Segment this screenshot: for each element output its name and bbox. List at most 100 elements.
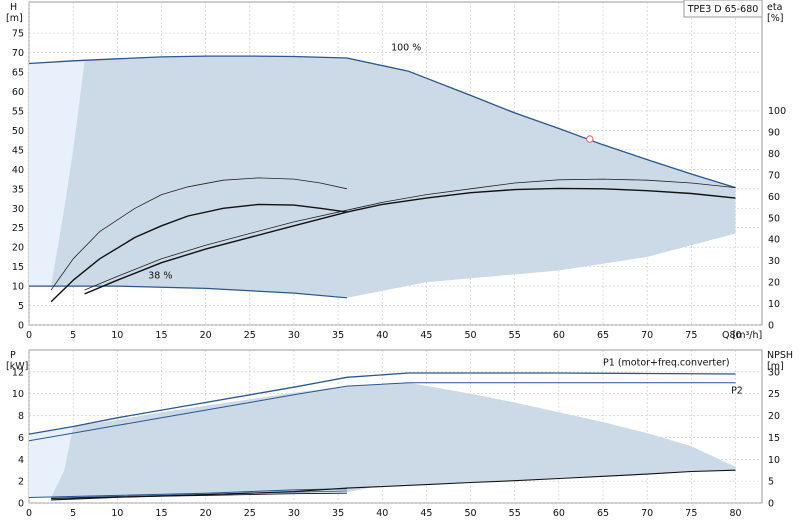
top-left-tick-7: 35 xyxy=(12,184,24,195)
top-right-tick-3: 30 xyxy=(768,256,780,267)
bottom-annotation-1: P2 xyxy=(731,386,743,397)
top-series-2 xyxy=(50,177,347,291)
top-x-tick-12: 60 xyxy=(553,330,565,341)
top-x-tick-4: 20 xyxy=(200,330,212,341)
bottom-x-tick-14: 70 xyxy=(641,508,653,519)
top-left-tick-8: 40 xyxy=(12,165,24,176)
top-left-tick-5: 25 xyxy=(12,223,24,234)
bottom-left-tick-0: 0 xyxy=(18,499,24,510)
top-left-axis-label: H xyxy=(10,2,17,13)
bottom-x-tick-3: 15 xyxy=(155,508,167,519)
bottom-x-tick-0: 0 xyxy=(26,508,32,519)
top-x-axis-label: Q [m³/h] xyxy=(722,330,762,341)
top-left-tick-1: 5 xyxy=(18,301,24,312)
bottom-light-area xyxy=(29,426,74,498)
bottom-right-axis-label: NPSH xyxy=(767,350,793,361)
top-right-tick-0: 0 xyxy=(768,321,774,332)
bottom-x-tick-6: 30 xyxy=(288,508,300,519)
bottom-right-tick-4: 20 xyxy=(768,411,780,422)
bottom-left-tick-6: 12 xyxy=(12,367,24,378)
top-x-tick-15: 75 xyxy=(685,330,697,341)
top-right-tick-2: 20 xyxy=(768,278,780,289)
top-series-0 xyxy=(28,55,736,189)
bottom-operating-area xyxy=(51,382,736,500)
bottom-right-tick-3: 15 xyxy=(768,433,780,444)
top-series-5 xyxy=(84,187,736,295)
top-left-tick-4: 20 xyxy=(12,243,24,254)
top-series-3 xyxy=(50,203,347,303)
top-x-tick-1: 5 xyxy=(70,330,76,341)
bottom-right-tick-6: 30 xyxy=(768,367,780,378)
top-x-tick-3: 15 xyxy=(155,330,167,341)
top-operating-area xyxy=(29,56,736,298)
bottom-left-tick-2: 4 xyxy=(18,455,24,466)
bottom-series-1 xyxy=(28,382,736,442)
bottom-annotation-0: P1 (motor+freq.converter) xyxy=(603,357,730,368)
top-right-tick-8: 80 xyxy=(768,149,780,160)
top-x-tick-8: 40 xyxy=(376,330,388,341)
top-right-tick-7: 70 xyxy=(768,170,780,181)
top-x-tick-14: 70 xyxy=(641,330,653,341)
bottom-x-tick-2: 10 xyxy=(111,508,123,519)
bottom-series-2 xyxy=(28,488,347,498)
top-left-axis-unit: [m] xyxy=(6,13,23,24)
bottom-x-tick-10: 50 xyxy=(465,508,477,519)
bottom-left-tick-1: 2 xyxy=(18,477,24,488)
bottom-x-tick-15: 75 xyxy=(685,508,697,519)
top-chart-panel: 100 %38 %0510152025303540455055606570750… xyxy=(6,0,786,341)
bottom-right-axis-unit: [m] xyxy=(767,361,784,372)
bottom-x-tick-11: 55 xyxy=(509,508,521,519)
top-left-tick-12: 60 xyxy=(12,87,24,98)
bottom-left-axis-label: P xyxy=(10,350,16,361)
bottom-right-tick-0: 0 xyxy=(768,499,774,510)
top-x-tick-7: 35 xyxy=(332,330,344,341)
top-right-tick-9: 90 xyxy=(768,127,780,138)
bottom-left-tick-4: 8 xyxy=(18,411,24,422)
top-annotation-0: 100 % xyxy=(391,43,421,54)
top-x-tick-2: 10 xyxy=(111,330,123,341)
top-x-tick-6: 30 xyxy=(288,330,300,341)
bottom-x-tick-13: 65 xyxy=(597,508,609,519)
top-left-tick-14: 70 xyxy=(12,48,24,59)
top-x-tick-5: 25 xyxy=(244,330,256,341)
bottom-x-tick-16: 80 xyxy=(729,508,741,519)
bottom-x-tick-5: 25 xyxy=(244,508,256,519)
bottom-chart-panel: P1 (motor+freq.converter)P20246810120510… xyxy=(6,349,793,519)
top-series-4 xyxy=(84,178,736,291)
bottom-x-tick-4: 20 xyxy=(200,508,212,519)
top-x-tick-9: 45 xyxy=(420,330,432,341)
bottom-right-tick-2: 10 xyxy=(768,455,780,466)
top-light-area xyxy=(29,61,85,287)
bottom-left-axis-unit: [kW] xyxy=(6,361,28,372)
top-duty-point-marker xyxy=(586,135,594,143)
top-left-tick-9: 45 xyxy=(12,145,24,156)
top-left-tick-2: 10 xyxy=(12,282,24,293)
bottom-x-tick-9: 45 xyxy=(420,508,432,519)
top-x-tick-0: 0 xyxy=(26,330,32,341)
bottom-right-tick-5: 25 xyxy=(768,389,780,400)
top-right-axis-label: eta xyxy=(767,2,782,13)
top-left-tick-11: 55 xyxy=(12,106,24,117)
top-right-axis-unit: [%] xyxy=(767,13,783,24)
top-title-box xyxy=(683,0,763,18)
top-right-tick-1: 10 xyxy=(768,299,780,310)
top-left-tick-6: 30 xyxy=(12,204,24,215)
bottom-left-tick-5: 10 xyxy=(12,389,24,400)
bottom-x-tick-1: 5 xyxy=(70,508,76,519)
bottom-series-0 xyxy=(28,372,736,435)
top-left-tick-0: 0 xyxy=(18,321,24,332)
top-x-tick-16: 80 xyxy=(729,330,741,341)
top-x-tick-11: 55 xyxy=(509,330,521,341)
top-right-tick-6: 60 xyxy=(768,192,780,203)
top-right-tick-4: 40 xyxy=(768,235,780,246)
top-x-tick-10: 50 xyxy=(465,330,477,341)
bottom-series-5 xyxy=(51,492,347,500)
top-left-tick-13: 65 xyxy=(12,68,24,79)
top-title: TPE3 D 65-680 xyxy=(687,4,759,15)
bottom-left-tick-3: 6 xyxy=(18,433,24,444)
top-x-tick-13: 65 xyxy=(597,330,609,341)
top-right-tick-10: 100 xyxy=(768,106,786,117)
top-left-tick-10: 50 xyxy=(12,126,24,137)
top-left-tick-3: 15 xyxy=(12,262,24,273)
